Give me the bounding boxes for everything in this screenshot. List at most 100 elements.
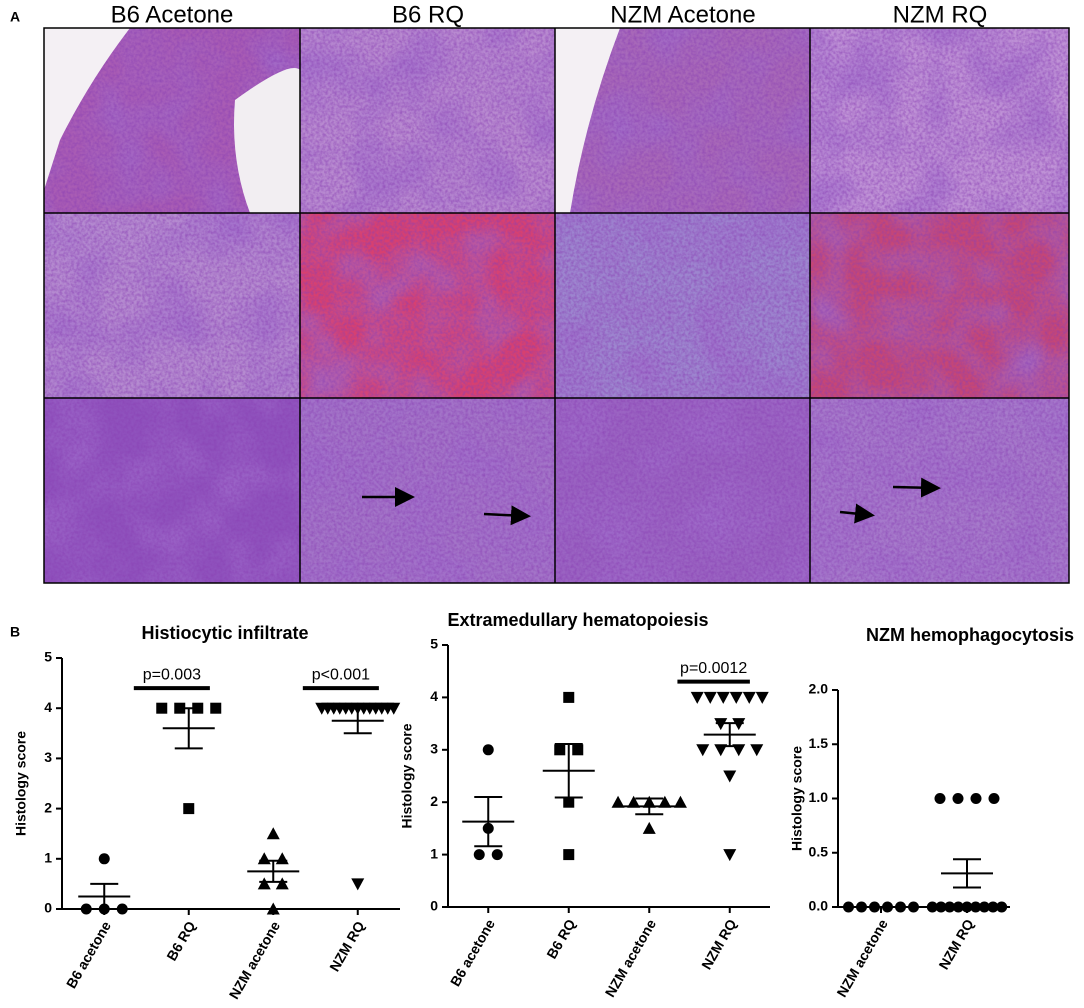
point xyxy=(690,691,704,704)
point xyxy=(732,718,746,731)
point xyxy=(658,795,672,808)
point xyxy=(934,793,946,804)
arrows xyxy=(362,477,941,526)
y-tick-label: 0.5 xyxy=(809,843,829,859)
point xyxy=(266,902,280,915)
point xyxy=(554,744,566,756)
y-tick-label: 1.5 xyxy=(809,735,829,751)
y-tick-label: 0 xyxy=(430,898,438,914)
blank-area xyxy=(44,28,130,190)
x-tick-label: B6 acetone xyxy=(63,918,114,991)
point xyxy=(266,827,280,840)
y-tick-label: 4 xyxy=(44,699,52,715)
x-tick-label: NZM RQ xyxy=(326,918,368,974)
y-tick-label: 1 xyxy=(430,845,438,861)
point xyxy=(673,795,687,808)
point xyxy=(611,795,625,808)
point xyxy=(80,903,92,915)
point xyxy=(351,878,365,891)
point xyxy=(563,691,575,703)
point xyxy=(926,901,938,913)
point xyxy=(275,852,289,865)
point xyxy=(642,821,656,834)
blank-area xyxy=(234,68,300,213)
y-axis-label: Histology score xyxy=(13,731,29,836)
y-tick-label: 3 xyxy=(430,741,438,757)
x-tick-label: B6 RQ xyxy=(163,918,198,963)
point xyxy=(970,901,982,913)
point xyxy=(732,744,746,757)
column-header: NZM Acetone xyxy=(610,1,755,28)
point xyxy=(183,803,195,815)
point xyxy=(210,702,222,714)
point xyxy=(482,744,494,756)
point xyxy=(714,744,728,757)
point xyxy=(952,901,964,913)
chart-title: Histiocytic infiltrate xyxy=(141,623,308,643)
point xyxy=(98,853,110,865)
column-header: NZM RQ xyxy=(893,1,988,28)
point xyxy=(729,691,743,704)
y-tick-label: 3 xyxy=(44,749,52,765)
point xyxy=(987,901,999,913)
point xyxy=(952,793,964,804)
point xyxy=(703,691,717,704)
point xyxy=(908,901,919,913)
x-tick-label: NZM acetone xyxy=(833,916,891,1000)
y-tick-label: 0.0 xyxy=(809,898,829,914)
y-tick-label: 5 xyxy=(430,636,438,652)
point xyxy=(742,691,756,704)
x-tick-label: B6 acetone xyxy=(447,916,498,989)
significance-label: p=0.003 xyxy=(143,666,201,683)
point xyxy=(944,901,956,913)
histology-panels xyxy=(43,27,1070,584)
point xyxy=(473,849,485,861)
point xyxy=(723,849,737,862)
point xyxy=(961,901,973,913)
y-tick-label: 2.0 xyxy=(809,681,829,697)
point xyxy=(563,796,575,808)
point xyxy=(723,770,737,783)
point xyxy=(714,718,728,731)
significance-label: p<0.001 xyxy=(312,666,370,683)
column-header: B6 Acetone xyxy=(111,1,234,28)
point xyxy=(627,795,641,808)
point xyxy=(257,852,271,865)
x-tick-label: NZM RQ xyxy=(698,916,740,972)
y-tick-label: 2 xyxy=(44,799,52,815)
panel-label: A xyxy=(10,9,20,25)
x-tick-label: NZM RQ xyxy=(935,916,977,972)
point xyxy=(572,744,584,756)
point xyxy=(988,793,1000,804)
significance-label: p=0.0012 xyxy=(680,660,747,677)
y-axis-label: Histology score xyxy=(399,723,415,828)
point xyxy=(156,702,168,714)
point xyxy=(257,877,271,890)
y-tick-label: 5 xyxy=(44,649,52,665)
y-tick-label: 2 xyxy=(430,793,438,809)
y-tick-label: 1 xyxy=(44,850,52,866)
point xyxy=(716,691,730,704)
x-tick-label: B6 RQ xyxy=(543,916,578,961)
point xyxy=(387,702,401,715)
point xyxy=(491,849,503,861)
y-tick-label: 1.0 xyxy=(809,789,829,805)
chart-title: Extramedullary hematopoiesis xyxy=(447,610,708,630)
point xyxy=(116,903,128,915)
point xyxy=(996,901,1008,913)
point xyxy=(970,793,982,804)
y-tick-label: 4 xyxy=(430,688,438,704)
point xyxy=(563,849,575,861)
point xyxy=(755,691,769,704)
point xyxy=(978,901,990,913)
point xyxy=(935,901,947,913)
panel-borders xyxy=(43,27,1070,584)
panel-label: B xyxy=(10,624,20,640)
point xyxy=(275,877,289,890)
point xyxy=(843,901,854,913)
y-tick-label: 0 xyxy=(44,900,52,916)
blank-area xyxy=(555,28,620,213)
chart-title: NZM hemophagocytosis xyxy=(866,625,1074,645)
column-header: B6 RQ xyxy=(392,1,464,28)
